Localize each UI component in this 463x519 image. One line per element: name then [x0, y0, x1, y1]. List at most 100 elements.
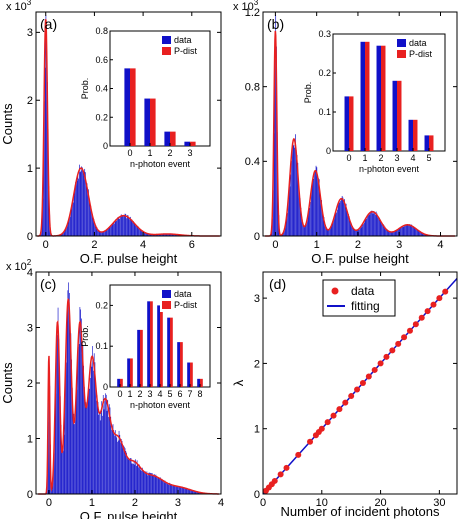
histogram-bar	[161, 234, 163, 236]
histogram-bar	[294, 147, 296, 236]
y-tick-label: 2	[254, 358, 260, 370]
histogram-bar	[94, 362, 96, 494]
histogram-bar	[166, 484, 168, 494]
histogram-bar	[323, 217, 325, 236]
inset-y-tick-label: 0.2	[318, 68, 331, 78]
histogram-bar	[314, 170, 316, 236]
histogram-bar	[100, 231, 102, 236]
histogram-bar	[101, 401, 103, 494]
histogram-bar	[82, 167, 83, 236]
histogram-bar	[120, 215, 121, 236]
histogram-bar	[71, 359, 72, 494]
histogram-bar	[97, 229, 98, 236]
histogram-bar	[298, 184, 299, 236]
histogram-bar	[153, 474, 154, 494]
histogram-bar	[372, 213, 374, 236]
inset-legend-label: data	[409, 38, 427, 48]
histogram-bar	[387, 230, 389, 236]
data-point	[330, 412, 337, 419]
histogram-bar	[154, 475, 156, 494]
histogram-bar	[380, 221, 382, 236]
inset-bar-P-dist	[130, 358, 133, 387]
histogram-bar	[346, 210, 348, 236]
histogram-bar	[105, 393, 106, 494]
inset-bar-P-dist	[190, 141, 196, 146]
histogram-bar	[64, 400, 66, 494]
histogram-bar	[409, 225, 411, 236]
histogram-bar	[145, 473, 147, 494]
histogram-bar	[126, 218, 127, 236]
histogram-bar	[91, 213, 93, 236]
inset-x-tick-label: 3	[147, 389, 152, 399]
histogram-bar	[158, 234, 159, 236]
histogram-bar	[348, 216, 350, 236]
inset-bar-data	[197, 378, 200, 387]
histogram-bar	[171, 484, 173, 494]
inset-bar-data	[360, 41, 365, 151]
data-point	[418, 314, 425, 321]
histogram-bar	[378, 217, 380, 236]
histogram-bar	[175, 486, 176, 494]
histogram-bar	[108, 227, 110, 236]
histogram-bar	[156, 476, 158, 494]
histogram-bar	[321, 200, 322, 236]
x-axis-label: O.F. pulse height	[311, 251, 409, 266]
histogram-bar	[355, 229, 356, 236]
data-point	[277, 471, 284, 478]
histogram-bar	[422, 233, 424, 236]
y-tick-label: 1	[254, 424, 260, 436]
histogram-bar	[312, 181, 314, 236]
inset-legend-swatch	[162, 36, 171, 44]
histogram-bar	[165, 234, 166, 236]
histogram-bar	[41, 220, 43, 236]
histogram-bar	[395, 231, 397, 236]
histogram-bar	[104, 231, 105, 236]
histogram-bar	[84, 386, 85, 494]
histogram-bar	[334, 213, 336, 236]
histogram-bar	[120, 439, 122, 494]
y-tick-label: 2	[27, 95, 33, 107]
histogram-bar	[68, 282, 69, 494]
histogram-bar	[108, 416, 109, 494]
histogram-bar	[81, 166, 82, 236]
histogram-bar	[303, 227, 305, 236]
inset-y-axis-label: Prob.	[303, 82, 313, 104]
histogram-bar	[325, 226, 327, 236]
histogram-bar	[308, 211, 310, 236]
y-tick-label: 3	[27, 322, 33, 334]
histogram-bar	[146, 471, 148, 494]
inset-legend-swatch	[397, 39, 406, 47]
histogram-bar	[284, 227, 286, 236]
histogram-bar	[148, 473, 149, 494]
histogram-bar	[100, 412, 102, 494]
histogram-bar	[112, 224, 114, 236]
histogram-bar	[122, 446, 124, 494]
histogram-bar	[95, 225, 97, 236]
y-tick-label: 1.2	[245, 7, 260, 19]
histogram-bar	[136, 226, 138, 236]
histogram-bar	[129, 219, 130, 236]
histogram-bar	[356, 230, 357, 236]
histogram-bar	[145, 232, 147, 236]
histogram-bar	[167, 234, 168, 236]
inset-y-tick-label: 0.1	[95, 341, 108, 351]
histogram-bar	[103, 409, 105, 494]
histogram-bar	[139, 464, 140, 494]
histogram-bar	[140, 230, 142, 236]
histogram-bar	[70, 211, 72, 236]
histogram-bar	[309, 207, 311, 236]
inset-x-tick-label: 2	[167, 148, 172, 158]
inset-y-tick-label: 0.6	[95, 55, 108, 65]
histogram-bar	[403, 226, 405, 236]
histogram-bar	[126, 458, 128, 494]
histogram-bar	[137, 464, 139, 494]
histogram-bar	[190, 489, 191, 494]
scale-factor-label: x 102	[6, 258, 32, 273]
histogram-bar	[287, 212, 288, 236]
histogram-bar	[55, 393, 57, 494]
histogram-bar	[405, 224, 407, 236]
histogram-bar	[165, 233, 167, 236]
histogram-bar	[396, 230, 398, 236]
histogram-bar	[110, 226, 111, 236]
histogram-bar	[84, 400, 86, 494]
